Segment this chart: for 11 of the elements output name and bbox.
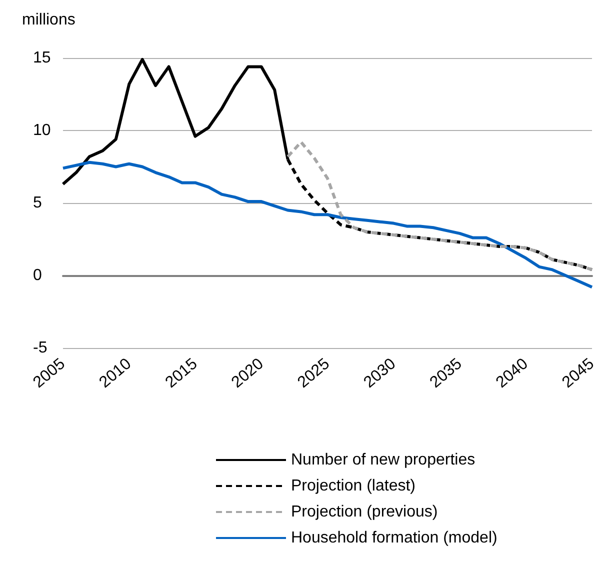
legend-label: Projection (previous) [291, 504, 438, 520]
legend-label: Number of new properties [291, 452, 476, 468]
y-tick-label: 5 [33, 194, 42, 212]
y-axis-title: millions [22, 12, 76, 28]
y-tick-label: 10 [33, 122, 51, 139]
y-tick-label: 0 [33, 267, 42, 284]
legend-label: Household formation (model) [291, 530, 498, 546]
y-tick-label: -5 [33, 340, 48, 356]
line-series [62, 160, 594, 289]
y-tick-label: 15 [33, 50, 51, 66]
legend-label: Projection (latest) [291, 478, 416, 494]
